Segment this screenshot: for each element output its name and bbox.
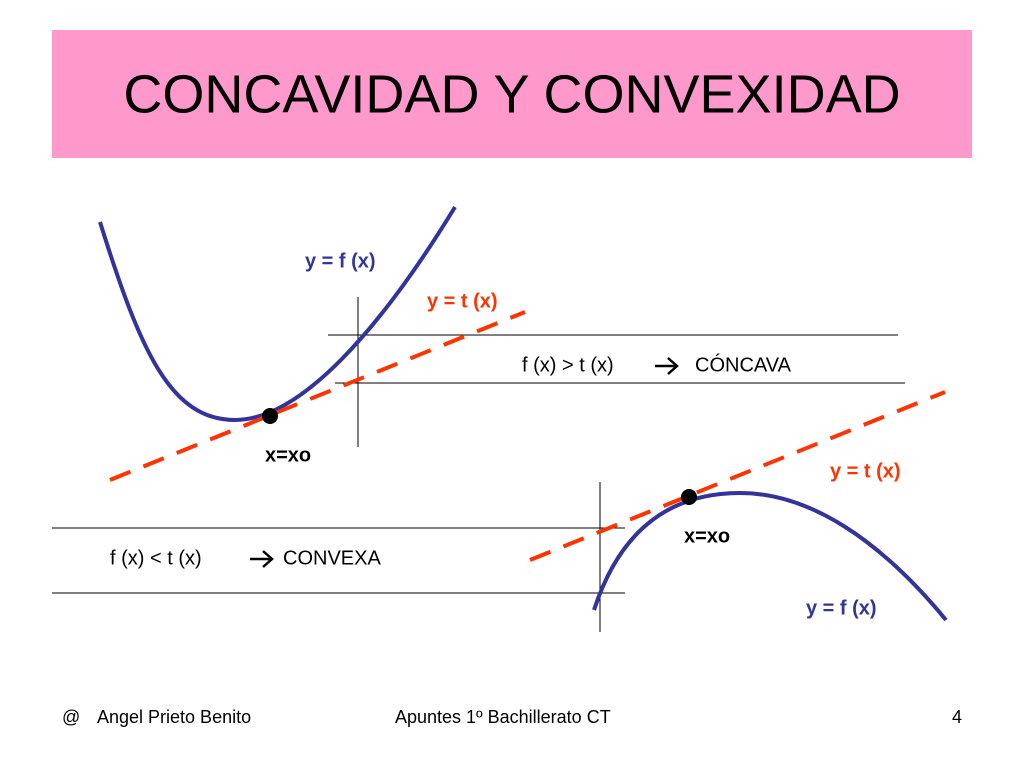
- tangent-line: [109, 310, 526, 482]
- footer-author: Angel Prieto Benito: [97, 707, 251, 727]
- result: CÓNCAVA: [695, 353, 792, 376]
- tangent-label: y = t (x): [427, 290, 498, 312]
- tangent-label: y = t (x): [830, 460, 901, 482]
- condition: f (x) < t (x): [110, 547, 202, 569]
- curve-label: y = f (x): [305, 250, 376, 272]
- point-label: x=xo: [684, 525, 730, 547]
- condition: f (x) > t (x): [522, 354, 614, 376]
- tangent-line: [529, 390, 946, 562]
- point-label: x=xo: [265, 444, 311, 466]
- tangent-point: [262, 408, 278, 424]
- footer-page: 4: [952, 707, 962, 727]
- title-box: [52, 30, 972, 158]
- footer-symbol: @: [62, 707, 80, 727]
- arrow-icon: [655, 357, 679, 375]
- curve: [98, 205, 457, 423]
- tangent-point: [681, 489, 697, 505]
- title: CONCAVIDAD Y CONVEXIDAD: [123, 64, 900, 124]
- curve-label: y = f (x): [806, 597, 877, 619]
- curve: [592, 490, 948, 622]
- result: CONVEXA: [283, 547, 381, 569]
- arrow-icon: [250, 550, 274, 568]
- footer-course: Apuntes 1º Bachillerato CT: [395, 707, 611, 727]
